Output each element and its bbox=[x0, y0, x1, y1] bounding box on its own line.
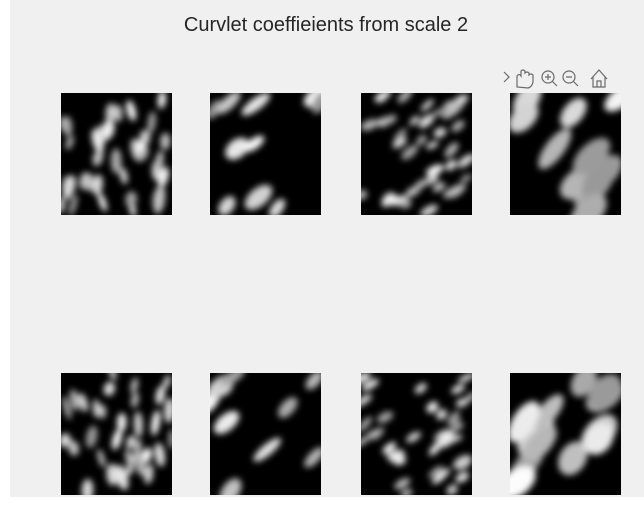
coefficient-image bbox=[56, 90, 172, 218]
figure-window: Curvlet coeffieients from scale 2 bbox=[0, 0, 644, 515]
coefficient-image bbox=[351, 370, 477, 499]
coefficient-image bbox=[204, 81, 333, 221]
coefficient-image bbox=[503, 77, 641, 239]
coefficient-image bbox=[492, 361, 630, 506]
coefficient-image bbox=[57, 365, 175, 502]
page: {"figure": {"title": "Curvlet coeffieien… bbox=[0, 0, 644, 515]
coefficient-image bbox=[197, 365, 328, 508]
figure-title: Curvlet coeffieients from scale 2 bbox=[184, 14, 468, 36]
body: Curvlet coeffieients from scale 2 (() =>… bbox=[0, 0, 644, 515]
coefficient-image bbox=[354, 86, 477, 220]
